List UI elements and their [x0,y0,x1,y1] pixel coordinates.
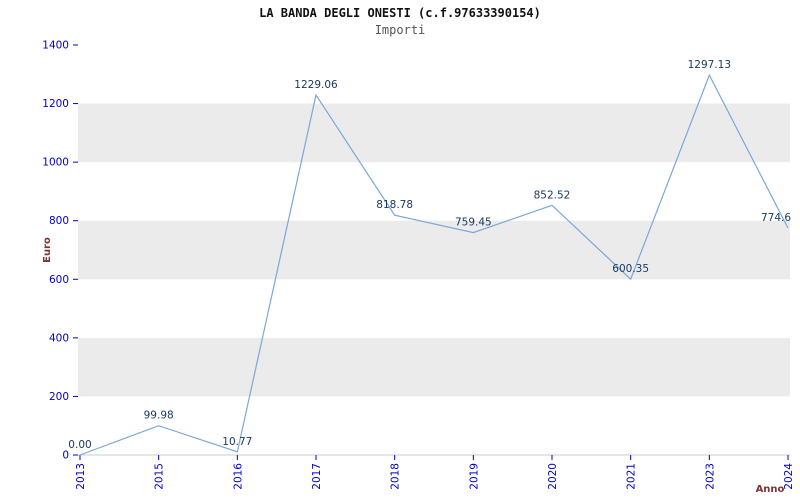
x-tick-label: 2020 [547,463,559,490]
point-label: 1297.13 [688,59,731,71]
chart-title: LA BANDA DEGLI ONESTI (c.f.97633390154) [259,6,541,20]
y-tick-label: 1400 [42,40,69,52]
plot-band [78,103,790,163]
y-axis-title: Euro [42,237,53,263]
plot-band [78,220,790,280]
point-label: 1229.06 [294,79,338,91]
y-tick-label: 600 [49,274,69,286]
x-axis-title: Anno [756,484,785,495]
point-label: 10.77 [222,436,252,448]
x-tick-label: 2021 [626,463,638,490]
x-tick-label: 2018 [390,463,402,490]
y-tick-label: 800 [49,215,69,227]
x-tick-label: 2017 [311,463,323,490]
y-tick-label: 400 [49,332,69,344]
point-label: 0.00 [68,439,91,451]
y-tick-label: 0 [62,450,69,462]
y-tick-label: 1200 [42,98,69,110]
point-label: 774.6 [761,212,791,224]
point-label: 759.45 [455,217,492,229]
y-tick-label: 1000 [42,157,69,169]
point-label: 99.98 [144,410,174,422]
x-tick-label: 2024 [783,463,795,490]
point-label: 852.52 [534,189,571,201]
x-tick-label: 2015 [154,463,166,490]
point-label: 818.78 [376,199,413,211]
x-tick-label: 2016 [232,463,244,490]
data-line [79,73,789,456]
chart-subtitle: Importi [374,23,426,37]
point-label: 600.35 [612,263,649,275]
x-tick-label: 2023 [704,463,716,490]
x-tick-label: 2013 [75,463,87,490]
plot-band [78,337,790,397]
x-tick-label: 2019 [468,463,480,490]
y-tick-label: 200 [49,391,69,403]
